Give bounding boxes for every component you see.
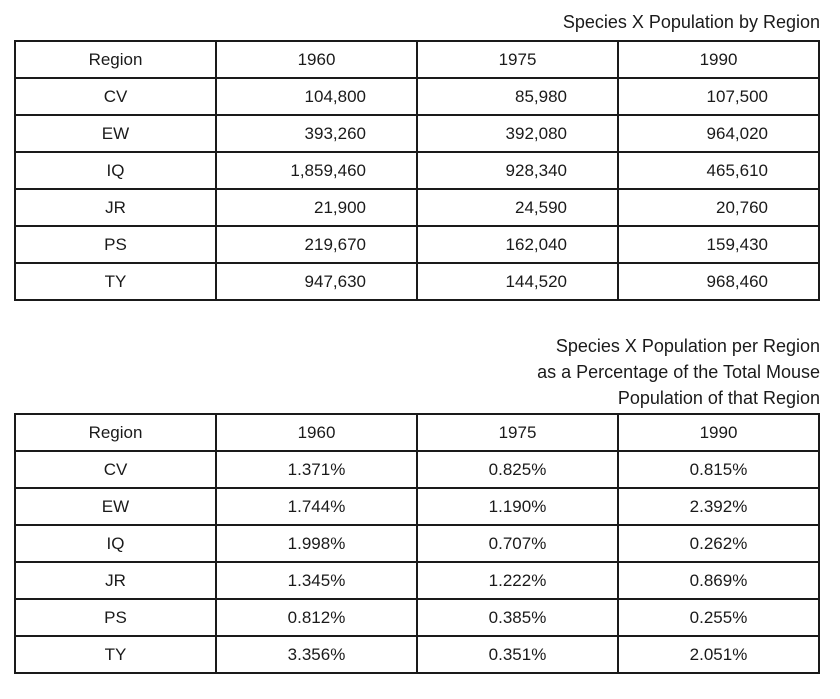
value-cell: 1,859,460 [215, 151, 418, 190]
value-cell: 1.998% [215, 524, 418, 563]
region-cell: IQ [14, 151, 217, 190]
percentage-table-title: Species X Population per Region as a Per… [14, 333, 820, 411]
percentage-table-title-line-2: as a Percentage of the Total Mouse [537, 362, 820, 382]
value-cell: 0.869% [617, 561, 820, 600]
value-cell: 0.815% [617, 450, 820, 489]
value-cell: 0.812% [215, 598, 418, 637]
value-cell: 219,670 [215, 225, 418, 264]
value-cell: 1.371% [215, 450, 418, 489]
column-header-1960: 1960 [215, 413, 418, 452]
table-row: EW 393,260 392,080 964,020 [14, 114, 820, 153]
value-cell: 1.222% [416, 561, 619, 600]
value-cell: 947,630 [215, 262, 418, 301]
table-row: TY 947,630 144,520 968,460 [14, 262, 820, 301]
table-row: CV 1.371% 0.825% 0.815% [14, 450, 820, 489]
value-cell: 1.190% [416, 487, 619, 526]
table-header-row: Region 1960 1975 1990 [14, 413, 820, 452]
value-cell: 85,980 [416, 77, 619, 116]
column-header-1975: 1975 [416, 40, 619, 79]
region-cell: TY [14, 262, 217, 301]
value-cell: 393,260 [215, 114, 418, 153]
region-cell: JR [14, 561, 217, 600]
column-header-1975: 1975 [416, 413, 619, 452]
value-cell: 1.345% [215, 561, 418, 600]
value-cell: 964,020 [617, 114, 820, 153]
population-table-title: Species X Population by Region [562, 12, 820, 32]
value-cell: 144,520 [416, 262, 619, 301]
region-cell: JR [14, 188, 217, 227]
column-header-1990: 1990 [617, 40, 820, 79]
value-cell: 0.707% [416, 524, 619, 563]
column-header-1960: 1960 [215, 40, 418, 79]
column-header-1990: 1990 [617, 413, 820, 452]
value-cell: 0.255% [617, 598, 820, 637]
document-sheet: Species X Population by Region Region 19… [14, 0, 820, 674]
table-row: EW 1.744% 1.190% 2.392% [14, 487, 820, 526]
population-table: Region 1960 1975 1990 CV 104,800 85,980 … [14, 40, 820, 301]
value-cell: 392,080 [416, 114, 619, 153]
table-row: CV 104,800 85,980 107,500 [14, 77, 820, 116]
column-header-region: Region [14, 413, 217, 452]
value-cell: 3.356% [215, 635, 418, 674]
value-cell: 2.051% [617, 635, 820, 674]
percentage-table: Region 1960 1975 1990 CV 1.371% 0.825% 0… [14, 413, 820, 674]
value-cell: 0.385% [416, 598, 619, 637]
value-cell: 928,340 [416, 151, 619, 190]
region-cell: IQ [14, 524, 217, 563]
region-cell: CV [14, 450, 217, 489]
table-header-row: Region 1960 1975 1990 [14, 40, 820, 79]
table-row: PS 219,670 162,040 159,430 [14, 225, 820, 264]
table-row: IQ 1.998% 0.707% 0.262% [14, 524, 820, 563]
table-row: PS 0.812% 0.385% 0.255% [14, 598, 820, 637]
value-cell: 0.351% [416, 635, 619, 674]
value-cell: 159,430 [617, 225, 820, 264]
value-cell: 0.262% [617, 524, 820, 563]
region-cell: PS [14, 225, 217, 264]
value-cell: 2.392% [617, 487, 820, 526]
region-cell: CV [14, 77, 217, 116]
value-cell: 968,460 [617, 262, 820, 301]
table-row: TY 3.356% 0.351% 2.051% [14, 635, 820, 674]
region-cell: PS [14, 598, 217, 637]
region-cell: EW [14, 114, 217, 153]
value-cell: 24,590 [416, 188, 619, 227]
value-cell: 0.825% [416, 450, 619, 489]
value-cell: 107,500 [617, 77, 820, 116]
region-cell: EW [14, 487, 217, 526]
column-header-region: Region [14, 40, 217, 79]
table-row: IQ 1,859,460 928,340 465,610 [14, 151, 820, 190]
percentage-table-title-line-1: Species X Population per Region [555, 336, 820, 356]
table-row: JR 1.345% 1.222% 0.869% [14, 561, 820, 600]
value-cell: 20,760 [617, 188, 820, 227]
value-cell: 1.744% [215, 487, 418, 526]
value-cell: 104,800 [215, 77, 418, 116]
value-cell: 21,900 [215, 188, 418, 227]
value-cell: 162,040 [416, 225, 619, 264]
value-cell: 465,610 [617, 151, 820, 190]
region-cell: TY [14, 635, 217, 674]
percentage-table-title-line-3: Population of that Region [617, 388, 820, 408]
table-row: JR 21,900 24,590 20,760 [14, 188, 820, 227]
